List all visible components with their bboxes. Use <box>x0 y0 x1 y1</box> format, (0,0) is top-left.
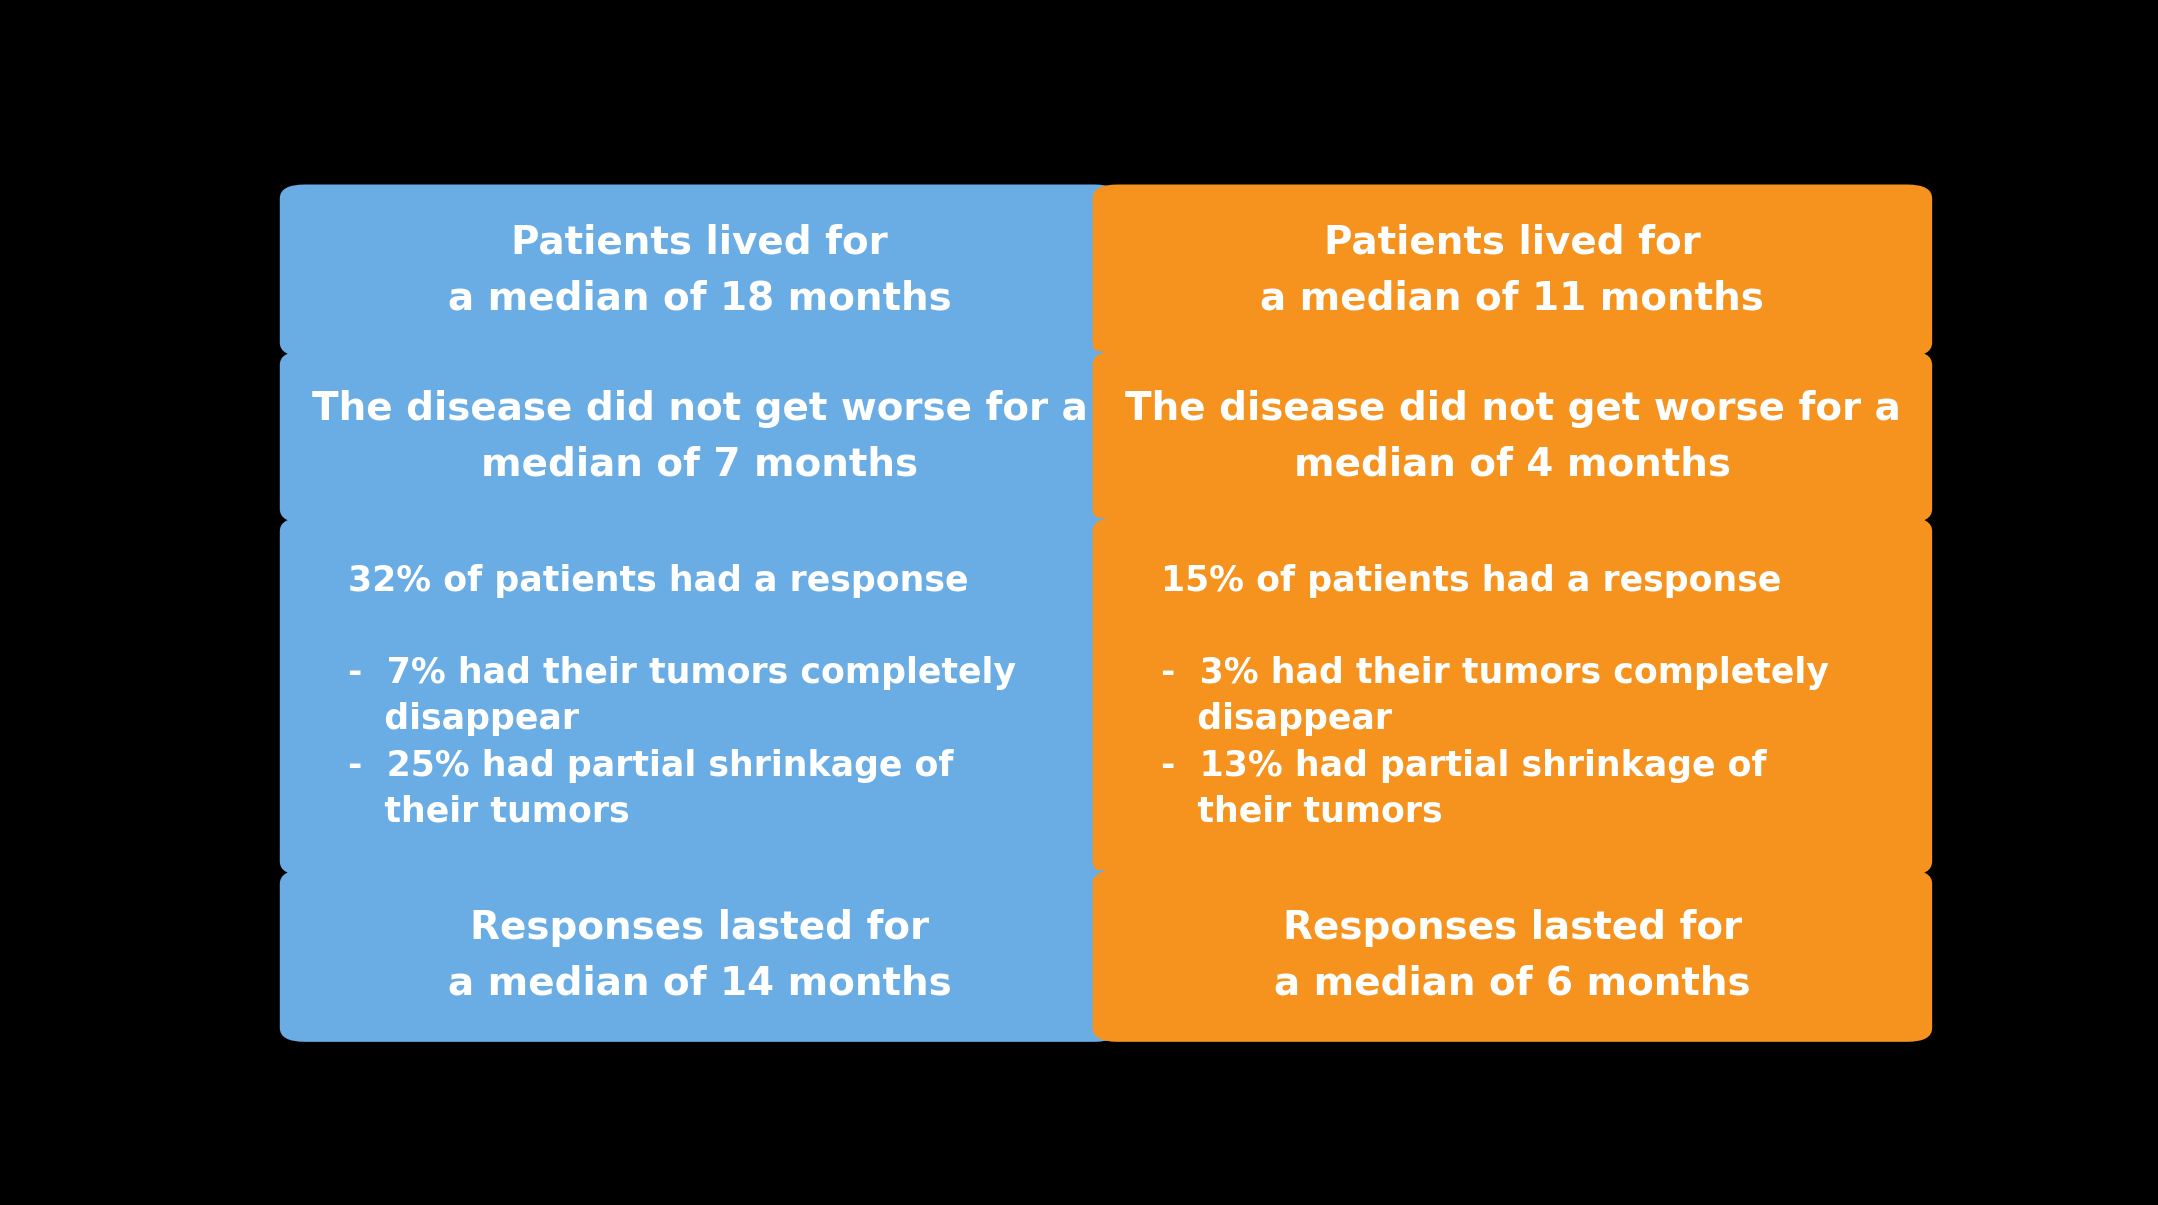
FancyBboxPatch shape <box>1092 517 1931 875</box>
FancyBboxPatch shape <box>281 184 1120 357</box>
Text: Patients lived for
a median of 11 months: Patients lived for a median of 11 months <box>1260 223 1765 317</box>
Text: Responses lasted for
a median of 6 months: Responses lasted for a median of 6 month… <box>1273 909 1750 1003</box>
Text: 32% of patients had a response

-  7% had their tumors completely
   disappear
-: 32% of patients had a response - 7% had … <box>347 564 1016 829</box>
Text: The disease did not get worse for a
median of 4 months: The disease did not get worse for a medi… <box>1124 390 1901 484</box>
FancyBboxPatch shape <box>1092 870 1931 1042</box>
FancyBboxPatch shape <box>281 351 1120 523</box>
FancyBboxPatch shape <box>281 517 1120 875</box>
FancyBboxPatch shape <box>1092 184 1931 357</box>
Text: The disease did not get worse for a
median of 7 months: The disease did not get worse for a medi… <box>311 390 1088 484</box>
Text: 15% of patients had a response

-  3% had their tumors completely
   disappear
-: 15% of patients had a response - 3% had … <box>1161 564 1828 829</box>
Text: Responses lasted for
a median of 14 months: Responses lasted for a median of 14 mont… <box>447 909 952 1003</box>
FancyBboxPatch shape <box>281 870 1120 1042</box>
FancyBboxPatch shape <box>1092 351 1931 523</box>
Text: Patients lived for
a median of 18 months: Patients lived for a median of 18 months <box>447 223 952 317</box>
